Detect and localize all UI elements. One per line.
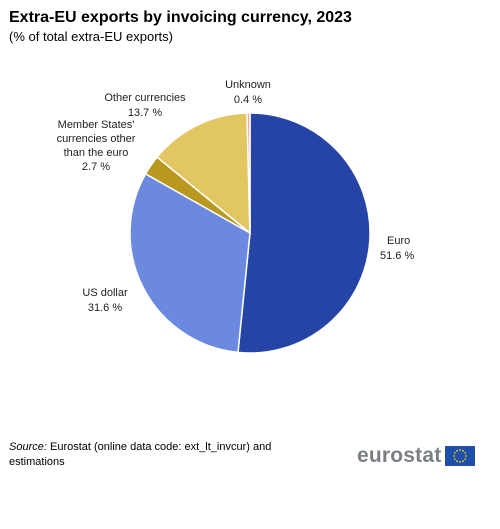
label-euro-name: Euro: [387, 235, 410, 247]
source-label: Source:: [9, 441, 47, 453]
label-unknown-value: 0.4 %: [234, 94, 262, 106]
pie-slice-unknown: [246, 112, 251, 234]
pie-slices: [129, 112, 371, 354]
source-note: Source: Eurostat (online data code: ext_…: [9, 440, 319, 470]
label-other-value: 13.7 %: [128, 107, 162, 119]
label-us-dollar-value: 31.6 %: [88, 302, 122, 314]
label-euro-value: 51.6 %: [380, 250, 414, 262]
label-member-states-line3: than the euro: [64, 147, 129, 159]
label-other-name: Other currencies: [104, 92, 186, 104]
eurostat-logo-text: eurostat: [357, 444, 442, 467]
chart-title: Extra-EU exports by invoicing currency, …: [9, 9, 352, 26]
label-unknown-name: Unknown: [225, 79, 271, 91]
pie-slice-euro: [237, 112, 371, 354]
pie-chart: Euro 51.6 % US dollar 31.6 % Member Stat…: [57, 79, 414, 354]
label-us-dollar-name: US dollar: [82, 287, 128, 299]
label-member-states-value: 2.7 %: [82, 161, 110, 173]
source-text: Eurostat (online data code: ext_lt_invcu…: [9, 441, 272, 468]
pie-slice-other-currencies: [156, 112, 251, 235]
label-member-states-line2: currencies other: [57, 133, 136, 145]
label-member-states-line1: Member States': [58, 119, 135, 131]
eu-flag-icon: [445, 446, 476, 466]
eurostat-logo: eurostat: [357, 443, 476, 469]
pie-slice-us-dollar: [129, 172, 251, 354]
chart-subtitle: (% of total extra-EU exports): [9, 29, 173, 44]
